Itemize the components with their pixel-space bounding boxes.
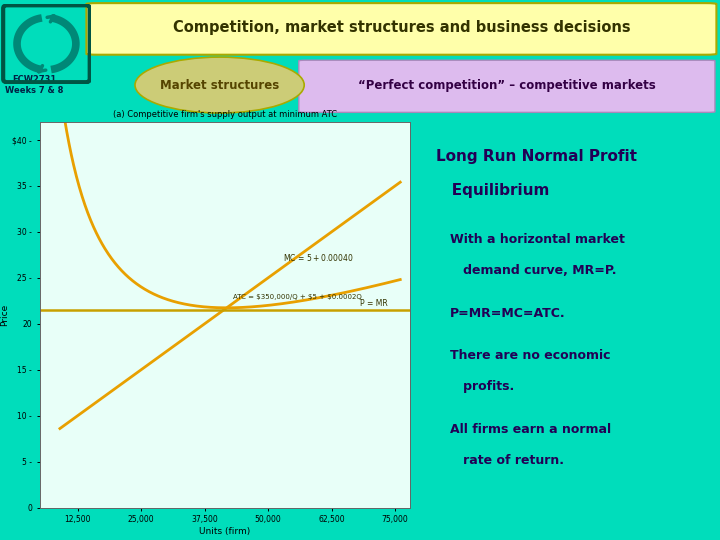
Text: profits.: profits. [451, 380, 515, 393]
FancyBboxPatch shape [86, 3, 716, 55]
Text: “Perfect competition” – competitive markets: “Perfect competition” – competitive mark… [358, 78, 656, 92]
Title: (a) Competitive firm's supply output at minimum ATC: (a) Competitive firm's supply output at … [113, 110, 337, 119]
Text: ECW2731
Weeks 7 & 8: ECW2731 Weeks 7 & 8 [5, 76, 64, 94]
Text: Equilibrium: Equilibrium [436, 183, 549, 198]
Text: There are no economic: There are no economic [451, 349, 611, 362]
Text: Competition, market structures and business decisions: Competition, market structures and busin… [173, 20, 631, 35]
Text: Market structures: Market structures [160, 78, 279, 92]
FancyBboxPatch shape [299, 60, 715, 112]
Text: rate of return.: rate of return. [451, 454, 564, 467]
Text: With a horizontal market: With a horizontal market [451, 233, 625, 246]
Text: MC = $5 + $0.00040: MC = $5 + $0.00040 [284, 252, 354, 263]
Text: ATC = $350,000/Q + $5 + $0.0002Q: ATC = $350,000/Q + $5 + $0.0002Q [233, 294, 361, 300]
Text: demand curve, MR=P.: demand curve, MR=P. [451, 265, 617, 278]
Text: P=MR=MC=ATC.: P=MR=MC=ATC. [451, 307, 566, 320]
Text: P = MR: P = MR [359, 299, 387, 308]
Text: Long Run Normal Profit: Long Run Normal Profit [436, 148, 636, 164]
Y-axis label: Price: Price [1, 303, 9, 326]
X-axis label: Units (firm): Units (firm) [199, 527, 251, 536]
Ellipse shape [135, 57, 304, 113]
Text: All firms earn a normal: All firms earn a normal [451, 423, 611, 436]
